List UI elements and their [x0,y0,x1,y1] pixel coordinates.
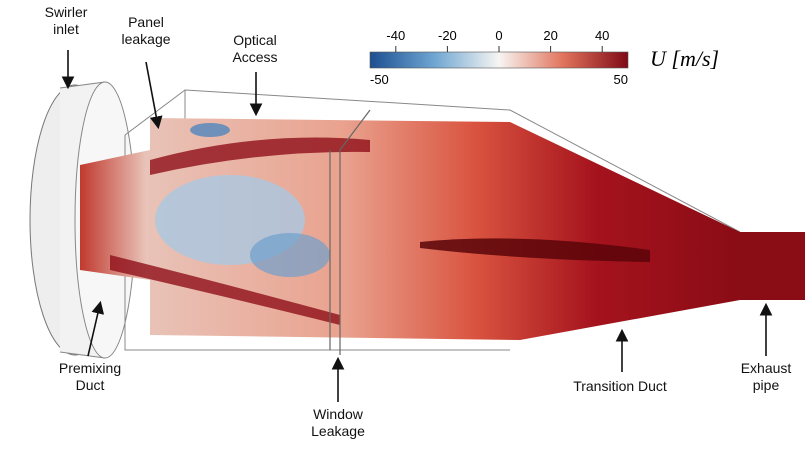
colorbar-label: U [m/s] [650,46,720,71]
label: Premixing Duct [58,360,122,393]
label: Exhaust pipe [740,360,792,393]
colorbar-tick-label: 40 [595,28,609,43]
colorbar-range-label: 50 [614,72,628,87]
colorbar-tick-label: -20 [438,28,457,43]
flow-features [110,123,650,325]
colorbar-tick-label: 0 [495,28,502,43]
window-frame [329,109,371,355]
arrows [61,50,773,402]
velocity-field [80,118,740,340]
exhaust-pipe [740,232,805,300]
colorbar-range-label: -50 [370,72,389,87]
label: Panel leakage [121,14,171,47]
label: Optical Access [232,32,278,65]
colorbar [369,51,629,69]
label: Swirler inlet [44,4,88,37]
label: Window Leakage [311,406,365,439]
colorbar-tick-label: -40 [386,28,405,43]
colorbar-ticks: -40 -20 0 20 40 -50 50 [370,28,628,87]
label: Transition Duct [573,378,667,394]
colorbar-tick-label: 20 [543,28,557,43]
